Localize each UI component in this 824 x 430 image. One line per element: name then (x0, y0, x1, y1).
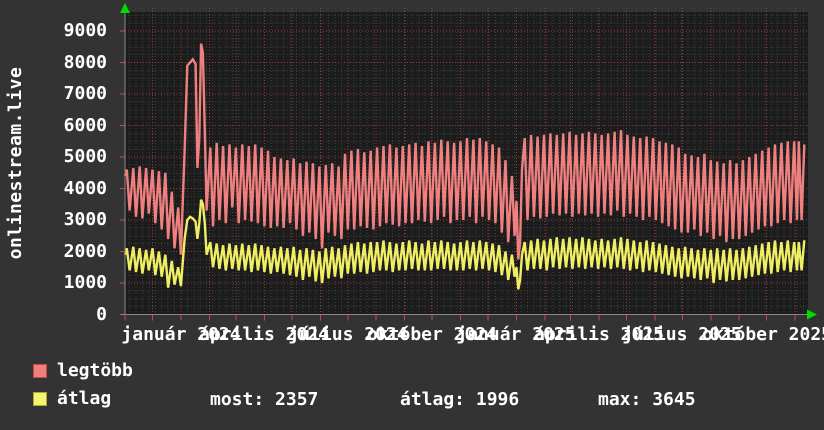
y-axis-label: 7000 (63, 83, 107, 104)
stat-most-label: most: (210, 389, 265, 410)
x-axis-arrow-icon (807, 309, 817, 320)
stat-atlag-value: 1996 (475, 389, 520, 410)
series-line-legtobb (123, 43, 806, 260)
stat-most-value: 2357 (275, 389, 319, 410)
x-axis-label: július 2025 (622, 324, 742, 345)
y-axis-label: 0 (96, 304, 107, 325)
x-axis-label: április 2025 (533, 324, 665, 345)
y-axis-arrow-icon (120, 3, 130, 13)
stat-max: max: 3645 (598, 390, 696, 410)
legend-swatch-legtobb-icon (33, 364, 47, 378)
stat-most: most: 2357 (210, 390, 318, 410)
y-axis-label: 3000 (63, 209, 107, 230)
stat-max-label: max: (598, 389, 642, 410)
stat-atlag-label: átlag: (400, 389, 466, 410)
y-axis-label: 9000 (63, 20, 107, 41)
legend-label-legtobb: legtöbb (57, 360, 133, 381)
stat-max-value: 3645 (652, 389, 696, 410)
x-axis-label: január 2024 (121, 324, 241, 345)
y-axis-label: 1000 (63, 272, 107, 293)
x-axis-label: július 2024 (288, 324, 408, 345)
stat-atlag: átlag: 1996 (400, 390, 519, 410)
x-axis-label: október 2025 (701, 324, 824, 345)
y-axis-label: 8000 (63, 52, 107, 73)
y-axis-label: 6000 (63, 115, 107, 136)
y-axis-label: 5000 (63, 146, 107, 167)
x-axis-label: január 2025 (456, 324, 576, 345)
x-axis-label: április 2024 (198, 324, 330, 345)
x-axis-label: október 2024 (366, 324, 498, 345)
y-axis-label: 4000 (63, 178, 107, 199)
legend-swatch-atlag-icon (33, 392, 47, 406)
y-axis-label: 2000 (63, 241, 107, 262)
series-line-atlag (123, 199, 806, 290)
legend-label-atlag: átlag (57, 388, 112, 409)
